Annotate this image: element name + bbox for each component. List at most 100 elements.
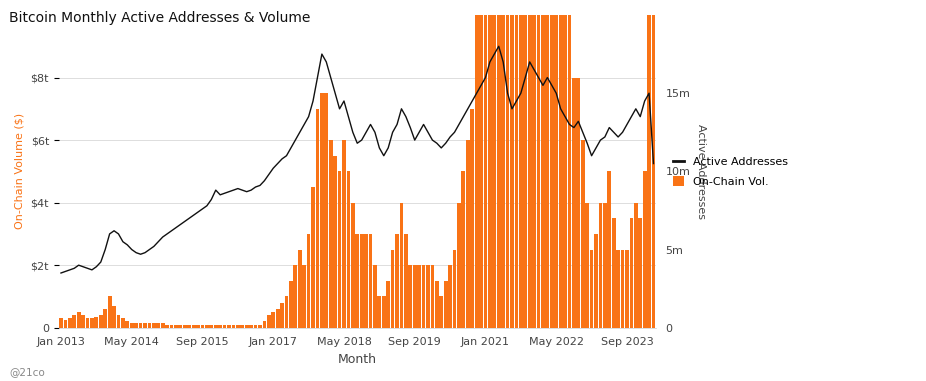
Bar xyxy=(519,0,523,328)
Bar xyxy=(515,0,519,328)
Bar xyxy=(205,325,208,328)
Bar xyxy=(104,309,107,328)
Bar xyxy=(201,325,205,328)
Bar xyxy=(64,320,68,328)
Bar xyxy=(249,325,253,328)
Bar xyxy=(117,315,120,328)
Bar xyxy=(506,0,509,328)
Bar xyxy=(607,171,611,328)
Bar xyxy=(81,315,85,328)
Bar xyxy=(351,203,355,328)
Bar xyxy=(598,203,602,328)
Bar xyxy=(192,325,195,328)
Bar xyxy=(298,250,302,328)
Y-axis label: Active Addresses: Active Addresses xyxy=(695,124,706,219)
Bar xyxy=(68,319,71,328)
Bar xyxy=(94,317,98,328)
Bar xyxy=(241,325,244,328)
Bar xyxy=(134,323,138,328)
Text: Bitcoin Monthly Active Addresses & Volume: Bitcoin Monthly Active Addresses & Volum… xyxy=(9,11,310,26)
Bar xyxy=(112,306,116,328)
Bar xyxy=(333,156,337,328)
Bar xyxy=(281,303,284,328)
Bar xyxy=(320,93,324,328)
Bar xyxy=(294,265,297,328)
Bar xyxy=(244,325,248,328)
Bar xyxy=(329,140,332,328)
Bar xyxy=(236,325,240,328)
Y-axis label: On-Chain Volume ($): On-Chain Volume ($) xyxy=(15,113,25,229)
Bar xyxy=(400,203,404,328)
Bar xyxy=(568,15,571,328)
Bar xyxy=(545,0,549,328)
Bar xyxy=(324,93,328,328)
Bar xyxy=(550,0,554,328)
Bar xyxy=(439,296,444,328)
Bar xyxy=(369,234,372,328)
Bar xyxy=(532,0,536,328)
Bar xyxy=(165,325,169,328)
Bar xyxy=(302,265,307,328)
Bar xyxy=(59,319,63,328)
Bar xyxy=(139,323,143,328)
Bar xyxy=(391,250,394,328)
Bar xyxy=(483,0,487,328)
Bar xyxy=(501,0,505,328)
Bar xyxy=(90,319,94,328)
Bar xyxy=(603,203,607,328)
Bar xyxy=(125,322,130,328)
Bar xyxy=(316,109,319,328)
Bar xyxy=(497,0,501,328)
Bar xyxy=(572,78,576,328)
Bar xyxy=(435,281,439,328)
Bar xyxy=(276,309,280,328)
Bar xyxy=(271,312,275,328)
Bar xyxy=(444,281,447,328)
Bar xyxy=(147,323,151,328)
Bar xyxy=(558,0,562,328)
Bar xyxy=(311,187,315,328)
Bar xyxy=(643,171,646,328)
Bar xyxy=(214,325,218,328)
Bar xyxy=(493,0,496,328)
Bar xyxy=(77,312,81,328)
Bar xyxy=(346,171,350,328)
Bar xyxy=(338,171,342,328)
Bar xyxy=(174,325,178,328)
Bar xyxy=(209,325,213,328)
Bar xyxy=(488,0,492,328)
Bar xyxy=(395,234,399,328)
Bar xyxy=(356,234,359,328)
Bar xyxy=(307,234,310,328)
Bar xyxy=(537,0,541,328)
Bar xyxy=(130,323,133,328)
Bar xyxy=(470,109,474,328)
Bar xyxy=(121,319,125,328)
Bar xyxy=(364,234,368,328)
Bar xyxy=(107,296,111,328)
Bar xyxy=(289,281,293,328)
Bar xyxy=(448,265,452,328)
Bar xyxy=(284,296,288,328)
Bar xyxy=(479,0,483,328)
Bar xyxy=(585,203,589,328)
Bar xyxy=(227,325,231,328)
Bar xyxy=(581,140,584,328)
Bar xyxy=(373,265,377,328)
Bar xyxy=(360,234,364,328)
Bar xyxy=(612,218,616,328)
Bar xyxy=(183,325,187,328)
Bar xyxy=(630,218,633,328)
Bar xyxy=(453,250,457,328)
Bar xyxy=(528,0,532,328)
Bar xyxy=(378,296,382,328)
Bar xyxy=(156,323,160,328)
Bar xyxy=(620,250,624,328)
Bar xyxy=(461,171,465,328)
Bar xyxy=(232,325,235,328)
Bar xyxy=(187,325,191,328)
Bar xyxy=(85,319,90,328)
X-axis label: Month: Month xyxy=(338,353,377,366)
Bar xyxy=(408,265,412,328)
Bar xyxy=(386,281,390,328)
